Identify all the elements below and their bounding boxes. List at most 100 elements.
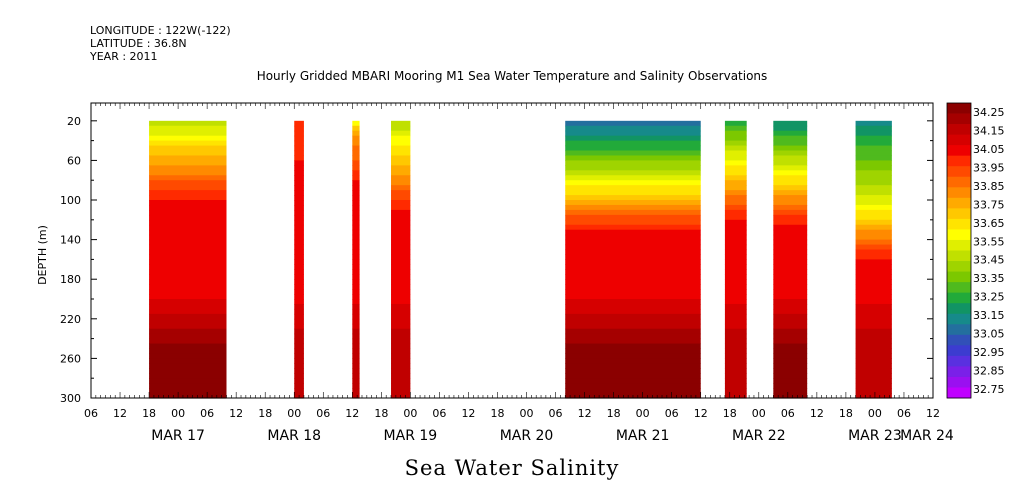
salinity-cell <box>149 274 227 280</box>
salinity-cell <box>352 259 360 265</box>
salinity-cell <box>352 318 360 325</box>
colorbar-label: 33.85 <box>973 180 1005 193</box>
salinity-cell <box>773 274 808 280</box>
salinity-cell <box>294 165 304 171</box>
x-hour-label: 00 <box>868 407 882 420</box>
salinity-cell <box>391 338 411 345</box>
salinity-cell <box>855 239 892 246</box>
y-tick-label: 140 <box>60 234 81 247</box>
salinity-cell <box>773 308 808 315</box>
salinity-cell <box>773 135 808 142</box>
x-axis: 06 12 18 00 06 12 18 00 06 12 18 00 06 12 18 00 06 12 18 00… <box>84 103 954 444</box>
salinity-cell <box>565 274 701 280</box>
y-tick-label: 260 <box>60 352 81 365</box>
salinity-cell <box>724 303 747 310</box>
salinity-cell <box>724 308 747 315</box>
salinity-cell <box>149 279 227 285</box>
salinity-cell <box>391 254 411 261</box>
salinity-cell <box>773 323 808 330</box>
x-hour-label: 06 <box>432 407 446 420</box>
salinity-cell <box>565 219 701 226</box>
salinity-cell <box>352 180 360 186</box>
salinity-cell <box>294 175 304 181</box>
salinity-cell <box>773 160 808 166</box>
salinity-cell <box>294 180 304 186</box>
salinity-cell <box>391 373 411 379</box>
x-hour-label: 06 <box>549 407 563 420</box>
salinity-cell <box>294 209 304 216</box>
salinity-cell <box>294 249 304 256</box>
salinity-cell <box>724 249 747 256</box>
salinity-cell <box>565 160 701 166</box>
salinity-cell <box>773 145 808 152</box>
colorbar-label: 32.85 <box>973 365 1005 378</box>
salinity-cell <box>855 284 892 290</box>
colorbar-frame <box>946 102 972 399</box>
salinity-cell <box>149 145 227 152</box>
colorbar-swatch <box>947 313 971 325</box>
salinity-cell <box>773 348 808 355</box>
colorbar-swatch <box>947 145 971 157</box>
salinity-cell <box>855 125 892 132</box>
salinity-cell <box>565 323 701 330</box>
salinity-cell <box>149 180 227 186</box>
salinity-cell <box>565 264 701 270</box>
salinity-cell <box>294 244 304 251</box>
salinity-cell <box>724 378 747 384</box>
salinity-cell <box>855 195 892 201</box>
salinity-cell <box>149 348 227 355</box>
salinity-cell <box>724 200 747 206</box>
salinity-cell <box>294 190 304 196</box>
salinity-cell <box>565 373 701 379</box>
salinity-cell <box>565 145 701 152</box>
salinity-cell <box>391 269 411 275</box>
y-tick-label: 20 <box>67 115 81 128</box>
salinity-cell <box>352 284 360 290</box>
year-label: YEAR : 2011 <box>89 50 158 63</box>
salinity-cell <box>855 259 892 265</box>
salinity-cell <box>855 333 892 340</box>
salinity-cell <box>724 229 747 236</box>
salinity-cell <box>855 249 892 256</box>
x-hour-label: 00 <box>171 407 185 420</box>
salinity-cell <box>352 170 360 176</box>
salinity-cell <box>352 294 360 300</box>
salinity-cell <box>773 185 808 191</box>
salinity-cell <box>149 195 227 201</box>
salinity-cell <box>352 195 360 201</box>
salinity-cell <box>391 224 411 231</box>
x-hour-label: 12 <box>578 407 592 420</box>
salinity-cell <box>724 155 747 162</box>
salinity-cell <box>773 368 808 374</box>
salinity-cell <box>294 219 304 226</box>
salinity-cell <box>149 170 227 176</box>
salinity-cell <box>855 140 892 147</box>
salinity-cell <box>149 249 227 256</box>
salinity-cell <box>773 303 808 310</box>
salinity-cell <box>724 289 747 295</box>
colorbar-label: 34.25 <box>973 106 1005 119</box>
salinity-cell <box>352 200 360 206</box>
salinity-cell <box>294 170 304 176</box>
salinity-cell <box>391 229 411 236</box>
salinity-cell <box>855 303 892 310</box>
salinity-cell <box>855 343 892 350</box>
y-tick-label: 220 <box>60 313 81 326</box>
salinity-cell <box>149 125 227 132</box>
salinity-cell <box>773 338 808 345</box>
salinity-cell <box>724 259 747 265</box>
salinity-cell <box>724 130 747 137</box>
salinity-cell <box>294 135 304 142</box>
salinity-cell <box>391 244 411 251</box>
salinity-cell <box>352 368 360 374</box>
salinity-cell <box>149 219 227 226</box>
data-segment <box>855 120 892 399</box>
colorbar-swatch <box>947 113 971 125</box>
x-hour-label: 12 <box>810 407 824 420</box>
salinity-cell <box>352 279 360 285</box>
salinity-cell <box>773 343 808 350</box>
salinity-cell <box>855 254 892 261</box>
salinity-cell <box>391 135 411 142</box>
salinity-cell <box>565 318 701 325</box>
salinity-cell <box>149 313 227 320</box>
